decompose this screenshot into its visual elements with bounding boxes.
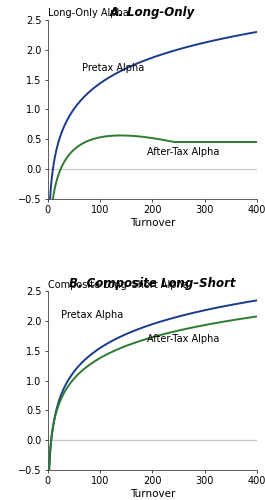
Title: B. Composite Long–Short: B. Composite Long–Short bbox=[69, 278, 236, 290]
Text: Pretax Alpha: Pretax Alpha bbox=[82, 62, 144, 72]
X-axis label: Turnover: Turnover bbox=[130, 218, 175, 228]
Text: After-Tax Alpha: After-Tax Alpha bbox=[147, 147, 219, 157]
Text: Pretax Alpha: Pretax Alpha bbox=[61, 310, 123, 320]
Text: Composite Long–Short Alpha: Composite Long–Short Alpha bbox=[48, 280, 188, 289]
X-axis label: Turnover: Turnover bbox=[130, 489, 175, 499]
Text: Long-Only Alpha: Long-Only Alpha bbox=[48, 8, 129, 18]
Text: After-Tax Alpha: After-Tax Alpha bbox=[147, 334, 219, 344]
Title: A. Long-Only: A. Long-Only bbox=[110, 6, 195, 19]
